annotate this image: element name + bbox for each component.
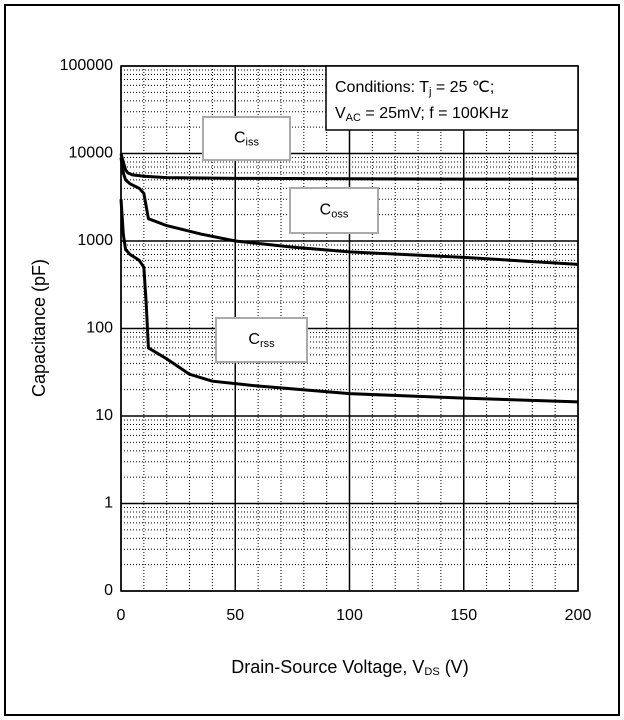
conditions-text: V [335, 105, 346, 122]
series-label-main: C [248, 331, 260, 348]
x-axis-label-main: Drain-Source Voltage, V [231, 657, 424, 677]
y-tick-label: 1000 [77, 232, 113, 249]
series-label-box [202, 116, 291, 161]
x-axis-label: Drain-Source Voltage, VDS (V) [231, 657, 468, 678]
series-line [119, 157, 579, 266]
y-tick-label: 1 [104, 495, 113, 512]
conditions-line: Conditions: Tj = 25 ℃; [335, 79, 494, 98]
conditions-text: = 25mV; f = 100KHz [361, 105, 509, 122]
x-tick-label: 100 [336, 607, 363, 624]
y-tick-label: 0 [104, 582, 113, 599]
series-label: Coss [320, 202, 349, 221]
series-label: Crss [248, 331, 275, 350]
series-line [119, 199, 579, 404]
y-tick-label: 10 [95, 407, 113, 424]
conditions-sub: j [428, 86, 431, 98]
series-label-main: C [320, 202, 332, 219]
y-tick-label: 100000 [60, 57, 113, 74]
y-tick-label: 10000 [69, 145, 114, 162]
series-label-main: C [234, 130, 246, 147]
series-label-sub: oss [331, 208, 349, 220]
x-tick-label: 150 [450, 607, 477, 624]
series-label: Ciss [234, 130, 260, 149]
conditions-box [325, 65, 579, 131]
series-label-sub: iss [246, 136, 260, 148]
y-tick-label: 100 [86, 320, 113, 337]
series-label-sub: rss [260, 338, 275, 350]
x-axis-label-sub: DS [424, 666, 439, 678]
x-tick-label: 200 [565, 607, 592, 624]
conditions-text: = 25 ℃; [431, 79, 494, 96]
series-line [119, 153, 578, 181]
x-axis-label-unit: (V) [440, 657, 469, 677]
conditions-text: Conditions: T [335, 79, 429, 96]
x-tick-label: 50 [226, 607, 244, 624]
y-axis-label: Capacitance (pF) [29, 259, 49, 397]
x-tick-label: 0 [117, 607, 126, 624]
conditions-sub: AC [346, 112, 361, 124]
series-label-box [289, 187, 379, 234]
series-label-box [215, 317, 308, 363]
conditions-line: VAC = 25mV; f = 100KHz [335, 105, 509, 124]
